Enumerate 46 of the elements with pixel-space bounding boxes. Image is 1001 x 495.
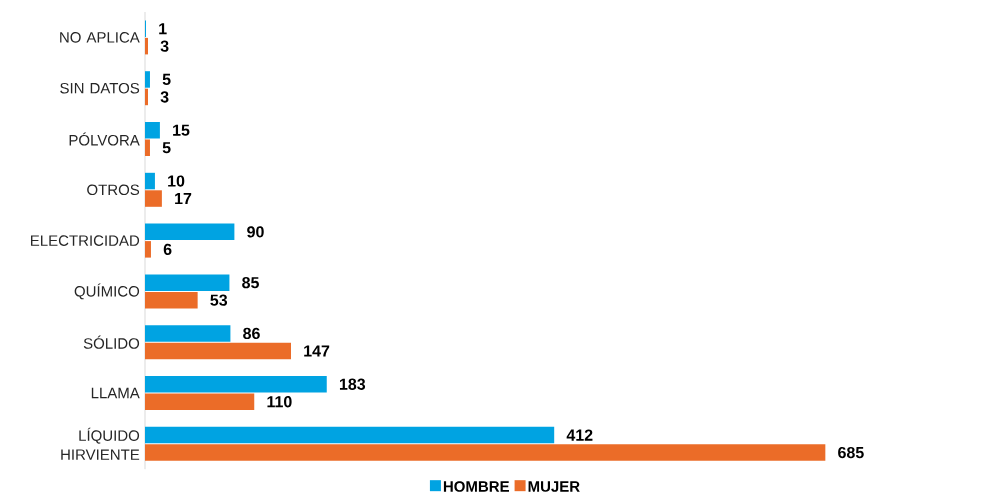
data-label: 85 (242, 276, 259, 289)
y-tick-label: ELECTRICIDAD (31, 235, 140, 246)
data-label: 5 (162, 142, 171, 154)
data-label: 147 (304, 345, 330, 357)
bar (145, 376, 327, 393)
data-label: 53 (210, 294, 228, 306)
y-tick-label: NO APLICA (60, 32, 140, 43)
bar (145, 139, 150, 156)
data-label: 86 (243, 327, 260, 340)
data-label: 15 (173, 124, 190, 136)
data-label: 183 (339, 378, 366, 390)
data-label: 5 (162, 73, 171, 86)
bar (145, 393, 255, 410)
bar (145, 241, 151, 258)
data-label: 3 (160, 91, 169, 103)
bar (145, 342, 291, 360)
y-tick-label: SÓLIDO (83, 335, 140, 349)
y-tick-label: LLAMA (91, 387, 140, 399)
data-label: 10 (168, 175, 185, 187)
bar (145, 274, 230, 291)
y-tick-label: SIN DATOS (60, 82, 140, 94)
bar (145, 291, 198, 309)
y-tick-label: PÓLVORA (69, 132, 140, 146)
data-label: 685 (838, 446, 864, 459)
data-label: 17 (175, 193, 192, 205)
data-label: 90 (247, 226, 264, 238)
data-label: 3 (160, 40, 169, 52)
data-label: 1 (159, 23, 167, 35)
bar (145, 325, 231, 342)
bar (145, 190, 162, 207)
bar (145, 71, 150, 88)
bar (145, 172, 155, 190)
bar (145, 444, 826, 461)
data-label: 412 (566, 429, 593, 441)
bar (145, 426, 555, 444)
data-label: 110 (267, 396, 292, 408)
y-tick-label: OTROS (87, 184, 140, 196)
y-tick-label: QUÍMICO (74, 283, 140, 300)
data-label: 6 (163, 243, 172, 256)
bar (145, 88, 148, 106)
legend-label: HOMBRE (443, 481, 509, 492)
bar (145, 122, 160, 139)
bar (145, 37, 148, 55)
y-tick-label: LÍQUIDO HIRVIENTE (61, 427, 140, 460)
legend-label: MUJER (528, 481, 580, 492)
bar (145, 223, 235, 241)
